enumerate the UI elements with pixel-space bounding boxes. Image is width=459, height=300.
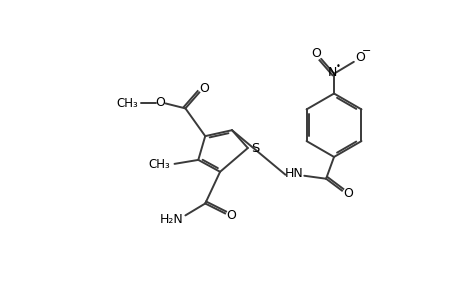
Text: O: O: [342, 187, 352, 200]
Text: O: O: [199, 82, 209, 95]
Text: O: O: [354, 51, 364, 64]
Text: O: O: [311, 47, 320, 60]
Text: N: N: [327, 66, 336, 79]
Text: CH₃: CH₃: [116, 97, 138, 110]
Text: HN: HN: [285, 167, 303, 180]
Text: S: S: [251, 142, 259, 154]
Text: CH₃: CH₃: [148, 158, 170, 171]
Text: H₂N: H₂N: [159, 213, 183, 226]
Text: −: −: [361, 46, 370, 56]
Text: O: O: [225, 209, 235, 222]
Text: •: •: [335, 62, 340, 71]
Text: O: O: [156, 96, 165, 109]
